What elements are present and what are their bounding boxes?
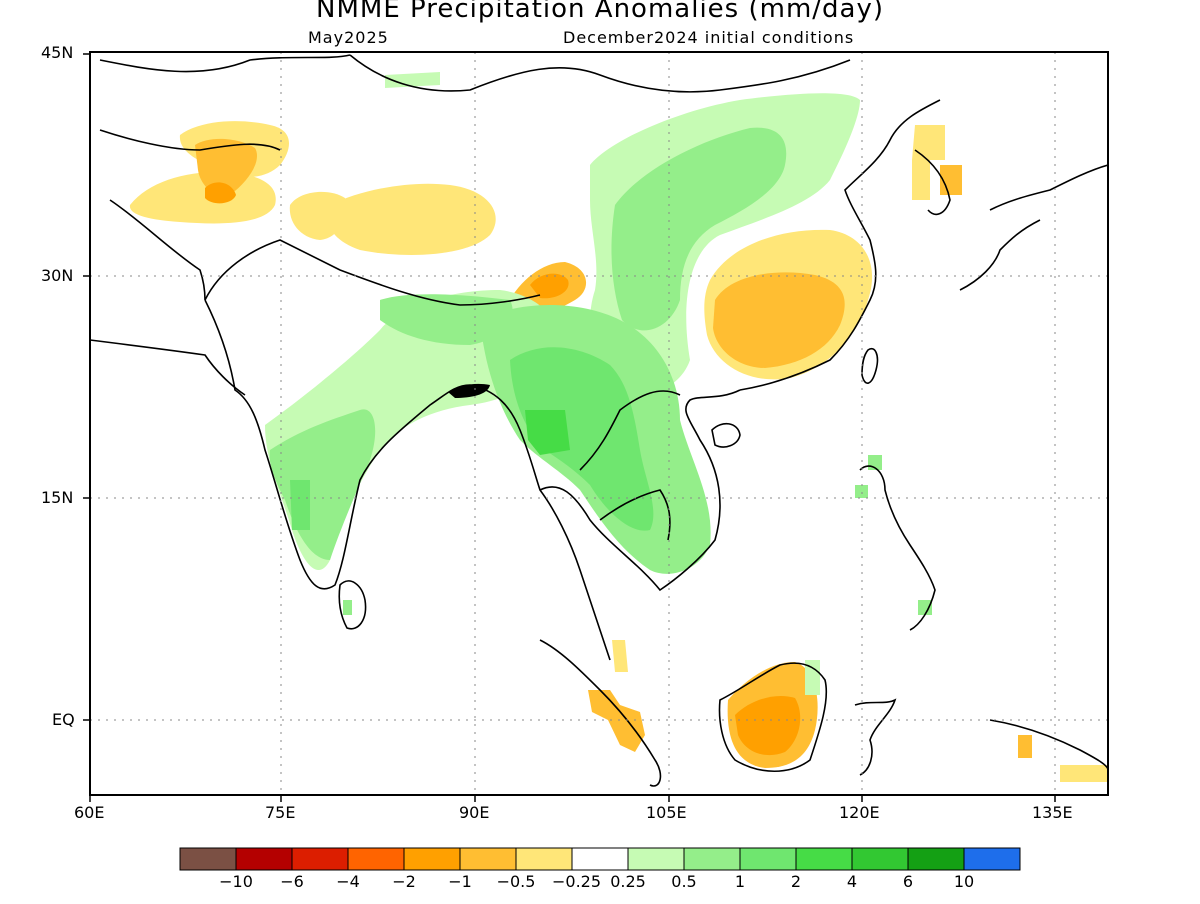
- colorbar-swatch: [403, 847, 461, 871]
- lat-label-45n: 45N: [41, 43, 74, 62]
- colorbar-swatch: [739, 847, 797, 871]
- dry-core-borneo: [735, 695, 801, 756]
- colorbar-tick-label: −1: [448, 872, 472, 891]
- lon-label-120e: 120E: [839, 803, 880, 822]
- colorbar-swatch: [683, 847, 741, 871]
- wet-region-srilanka: [343, 600, 352, 615]
- dry-spot-core: [530, 273, 569, 299]
- dry-core-sechina: [713, 272, 845, 368]
- chart-title: NMME Precipitation Anomalies (mm/day): [316, 0, 884, 24]
- colorbar-tick-label: 4: [846, 872, 858, 891]
- colorbar-tick-label: 2: [790, 872, 802, 891]
- lon-label-105e: 105E: [646, 803, 687, 822]
- dry-region-tibet: [327, 183, 496, 255]
- colorbar: [179, 847, 1021, 871]
- lon-label-90e: 90E: [459, 803, 490, 822]
- colorbar-tick-label: −4: [336, 872, 360, 891]
- colorbar-tick-label: 1: [734, 872, 746, 891]
- colorbar-tick-label: −6: [280, 872, 304, 891]
- colorbar-tick-label: −2: [392, 872, 416, 891]
- colorbar-swatch: [627, 847, 685, 871]
- map-frame: [89, 51, 1109, 796]
- forecast-month: May2025: [308, 28, 389, 47]
- wet-region-mindanao: [918, 600, 932, 615]
- colorbar-swatch: [963, 847, 1021, 871]
- dry-region-sulawesi: [1018, 735, 1032, 758]
- dry-core-pamir: [195, 138, 258, 196]
- dry-region-korea-2: [940, 165, 962, 195]
- wet-region-borneo-n: [805, 660, 820, 695]
- colorbar-swatch: [179, 847, 237, 871]
- colorbar-tick-label: −10: [219, 872, 253, 891]
- colorbar-tick-label: 6: [902, 872, 914, 891]
- colorbar-tick-label: −0.25: [552, 872, 602, 891]
- lon-label-135e: 135E: [1032, 803, 1073, 822]
- lat-label-30n: 30N: [41, 266, 74, 285]
- colorbar-swatch: [851, 847, 909, 871]
- colorbar-swatch: [459, 847, 517, 871]
- wet-region-luzon-2: [855, 485, 868, 498]
- dry-region-sumatra: [588, 690, 645, 752]
- wet-region-indochina-core: [510, 347, 654, 531]
- colorbar-swatch: [291, 847, 349, 871]
- dry-core-pamir-2: [205, 182, 236, 204]
- wet-region-ne-india: [380, 294, 513, 345]
- lat-label-15n: 15N: [41, 488, 74, 507]
- lon-label-60e: 60E: [74, 803, 105, 822]
- colorbar-tick-label: 0.5: [671, 872, 697, 891]
- colorbar-swatch: [907, 847, 965, 871]
- colorbar-swatch: [235, 847, 293, 871]
- dry-region-pacific-edge: [1060, 765, 1108, 782]
- colorbar-tick-label: 0.25: [610, 872, 646, 891]
- wet-region-myanmar-core: [525, 410, 570, 455]
- wet-region-india-core2: [290, 480, 310, 530]
- colorbar-tick-label: 10: [953, 872, 975, 891]
- initial-conditions: December2024 initial conditions: [563, 28, 855, 47]
- wet-region-mongolia: [385, 72, 440, 88]
- lat-label-eq: EQ: [52, 710, 75, 729]
- lon-label-75e: 75E: [265, 803, 296, 822]
- axis-ticks: [83, 53, 1056, 802]
- colorbar-swatch: [571, 847, 629, 871]
- ganges-delta: [448, 383, 490, 398]
- wet-region-china-core: [611, 127, 787, 331]
- colorbar-swatch: [347, 847, 405, 871]
- dry-region-malay: [612, 640, 628, 672]
- map-grid: [90, 52, 1108, 795]
- colorbar-swatch: [515, 847, 573, 871]
- colorbar-swatch: [795, 847, 853, 871]
- dry-region-korea: [912, 125, 945, 200]
- colorbar-tick-label: −0.5: [496, 872, 536, 891]
- anomaly-fields: [129, 72, 1108, 782]
